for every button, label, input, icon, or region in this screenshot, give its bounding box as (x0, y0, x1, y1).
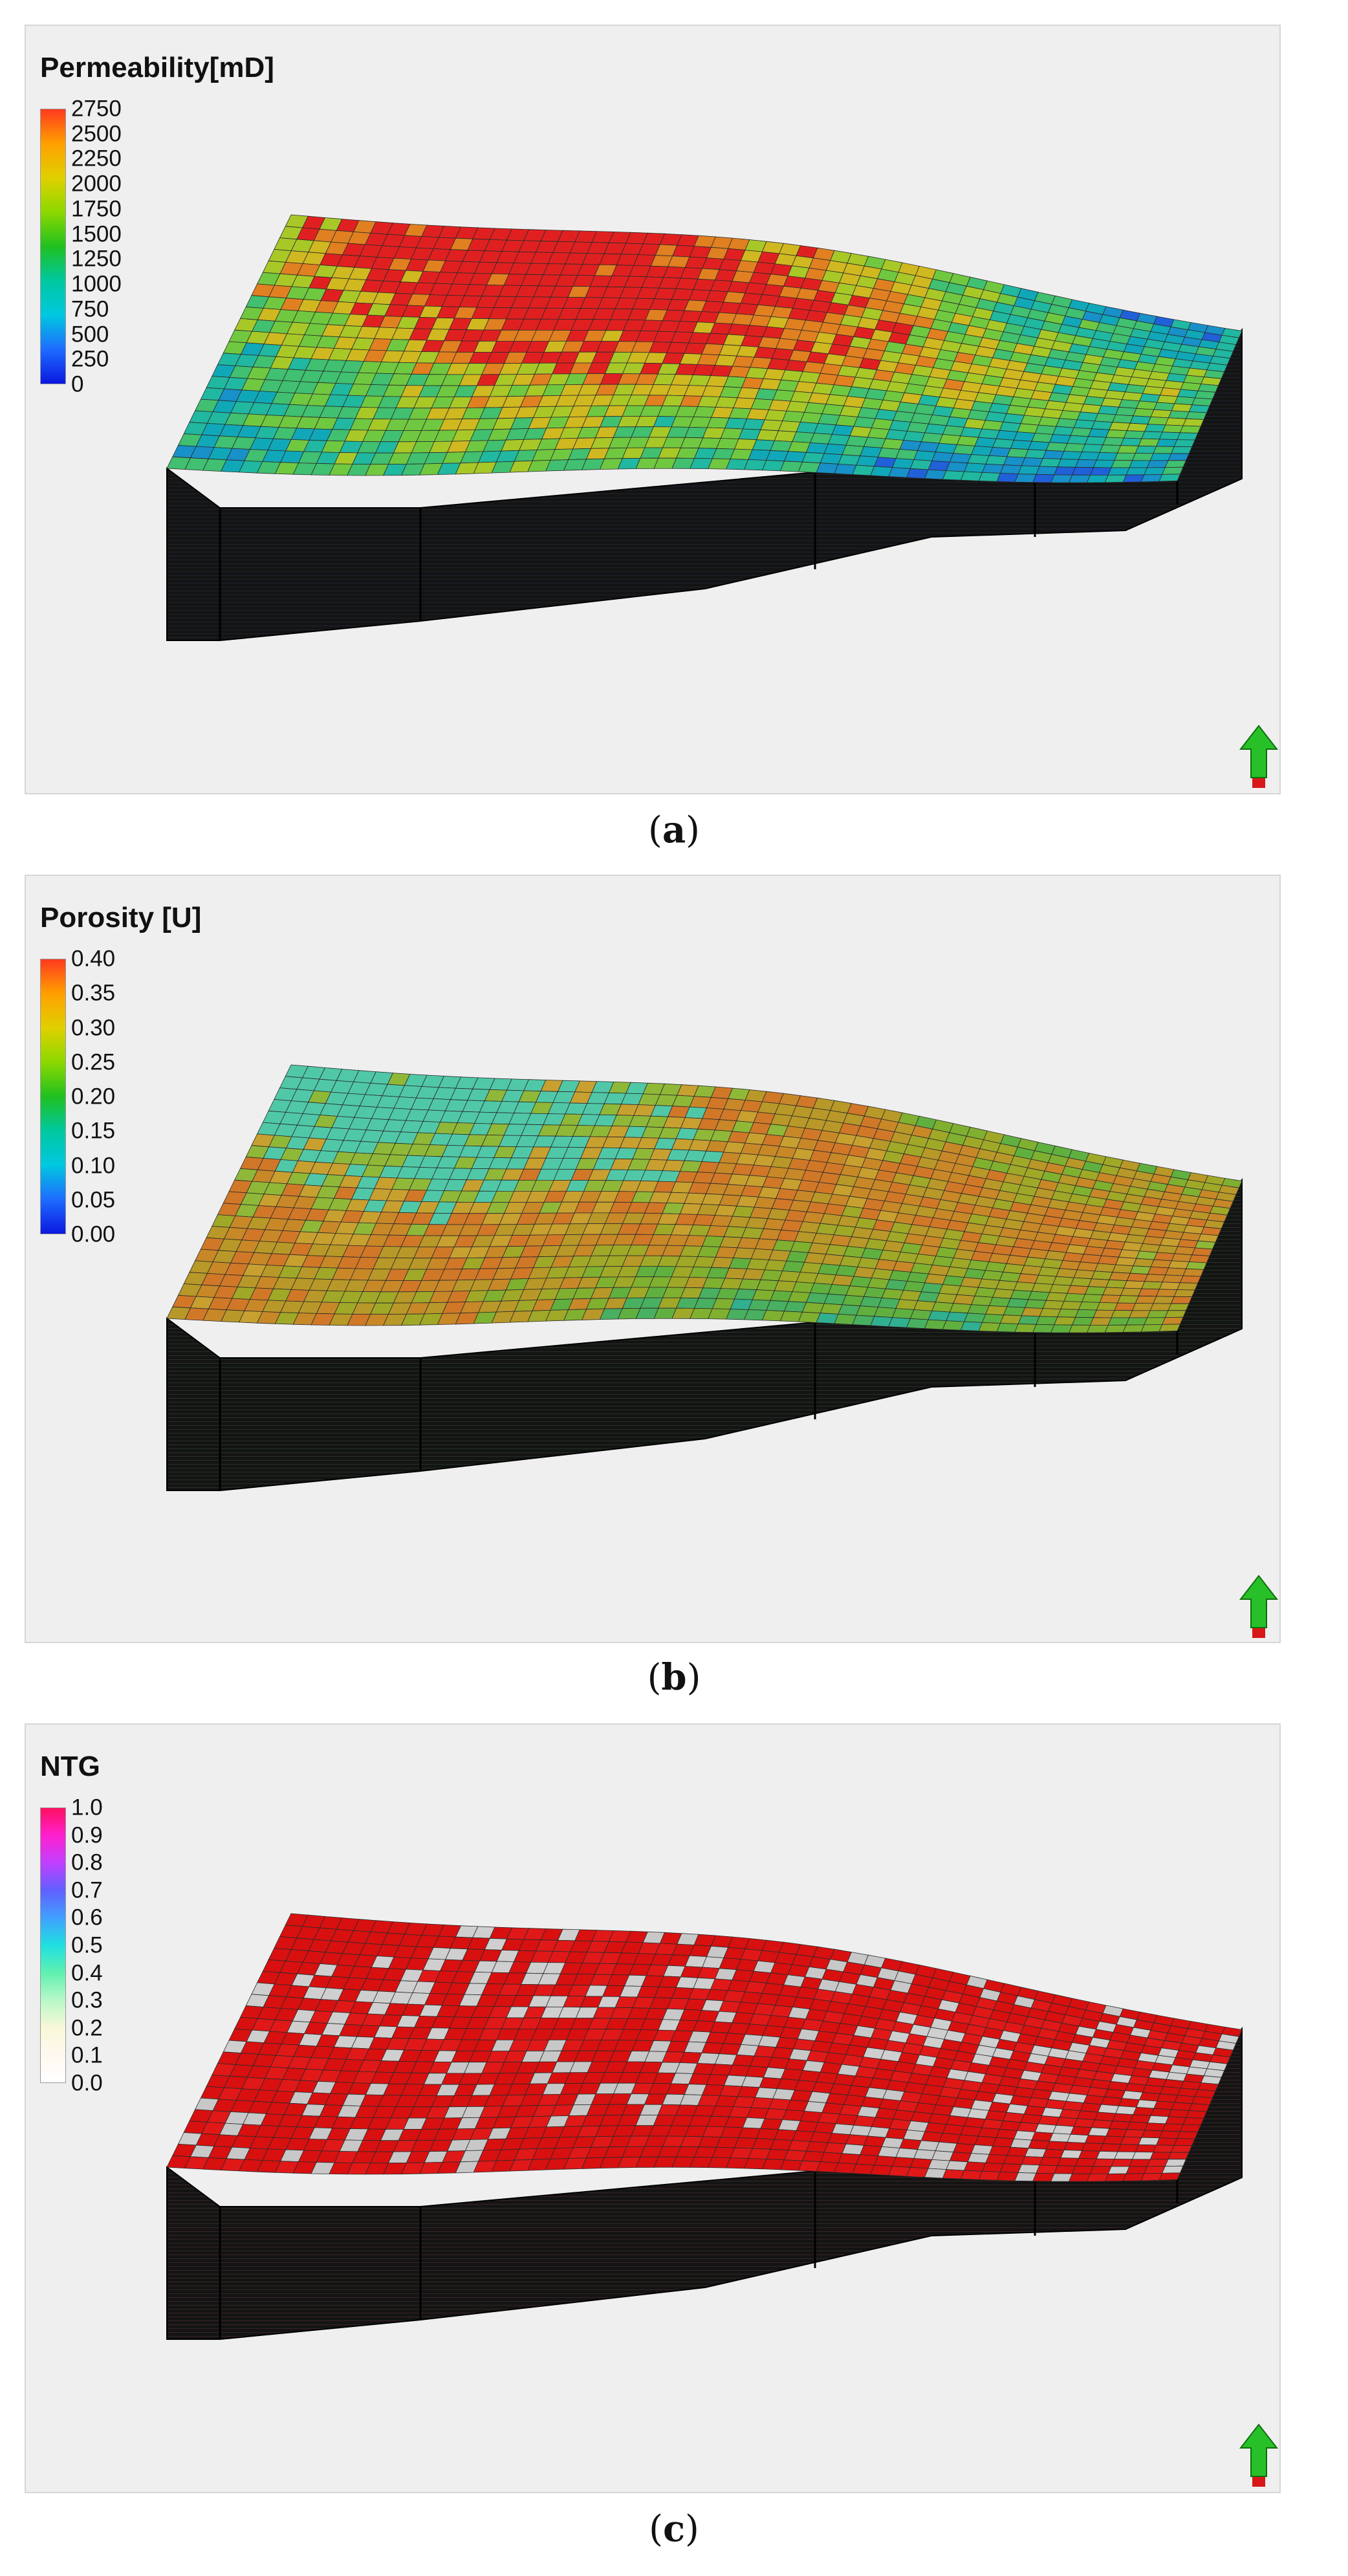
top-surface-grid (166, 1913, 1243, 2182)
legend-title: Permeability[mD] (40, 52, 274, 83)
colorbar-tick-label: 500 (71, 322, 109, 347)
colorbar-tick-label: 0.15 (71, 1118, 116, 1144)
reservoir-model-3d (166, 214, 1243, 641)
colorbar-tick-label: 0.6 (71, 1905, 103, 1930)
colorbar-tick-label: 0.7 (71, 1877, 103, 1903)
colorbar-tick-label: 0.40 (71, 946, 116, 972)
reservoir-model-3d (166, 1913, 1243, 2340)
colorbar-ticks: 1.0 0.9 0.8 0.7 0.6 0.5 0.4 0.3 0.2 0.1 0.0 (71, 1796, 175, 2095)
legend-title: Porosity [U] (40, 902, 202, 933)
top-surface-grid (166, 214, 1243, 483)
colorbar-tick-label: 2500 (71, 121, 122, 147)
colorbar-ticks: 2750 2500 2250 2000 1750 1500 1250 1000 750 500 25… (71, 98, 175, 396)
colorbar-tick-label: 0.30 (71, 1015, 116, 1040)
panel-ntg: NTG 1.0 0.9 0.8 0.7 0.6 0.5 0.4 0.3 0.2 0.1 0.0 (25, 1723, 1281, 2493)
colorbar-tick-label: 0.10 (71, 1153, 116, 1178)
colorbar-tick-label: 2750 (71, 96, 122, 122)
colorbar-tick-label: 1750 (71, 196, 122, 222)
colorbar-tick-label: 0.3 (71, 1987, 103, 2013)
colorbar (40, 959, 66, 1234)
colorbar (40, 109, 66, 384)
colorbar-tick-label: 0.5 (71, 1932, 103, 1958)
caption-a: (a) (647, 809, 700, 851)
colorbar-ticks: 0.40 0.35 0.30 0.25 0.20 0.15 0.10 0.05 0.00 (71, 948, 175, 1246)
colorbar-tick-label: 1.0 (71, 1795, 103, 1820)
colorbar-tick-label: 2000 (71, 171, 122, 197)
colorbar-tick-label: 0.05 (71, 1187, 116, 1213)
colorbar-tick-label: 0.8 (71, 1850, 103, 1875)
north-arrow-icon (1239, 725, 1278, 788)
colorbar-tick-label: 0.4 (71, 1960, 103, 1986)
colorbar-tick-label: 0.0 (71, 2070, 103, 2096)
colorbar-tick-label: 0.9 (71, 1822, 103, 1848)
north-arrow-icon (1239, 1575, 1278, 1638)
colorbar-tick-label: 0 (71, 371, 84, 397)
colorbar (40, 1807, 66, 2083)
colorbar-tick-label: 0.35 (71, 980, 116, 1006)
colorbar-tick-label: 1000 (71, 271, 122, 297)
caption-b: (b) (647, 1656, 701, 1699)
caption-c: (c) (649, 2507, 699, 2550)
colorbar-tick-label: 0.2 (71, 2015, 103, 2041)
colorbar-tick-label: 1250 (71, 246, 122, 272)
legend-title: NTG (40, 1751, 100, 1782)
colorbar-tick-label: 0.1 (71, 2042, 103, 2068)
colorbar-tick-label: 0.00 (71, 1221, 116, 1247)
reservoir-model-3d (166, 1064, 1243, 1491)
north-arrow-icon (1239, 2423, 1278, 2487)
colorbar-tick-label: 1500 (71, 221, 122, 247)
colorbar-tick-label: 2250 (71, 146, 122, 171)
panel-porosity: Porosity [U] 0.40 0.35 0.30 0.25 0.20 0.15 0.1… (25, 875, 1281, 1643)
colorbar-tick-label: 250 (71, 346, 109, 372)
panel-permeability: Permeability[mD] 2750 2500 2250 2000 1750 150… (25, 25, 1281, 794)
top-surface-grid (166, 1064, 1243, 1333)
colorbar-tick-label: 0.20 (71, 1084, 116, 1109)
colorbar-tick-label: 0.25 (71, 1049, 116, 1075)
colorbar-tick-label: 750 (71, 296, 109, 322)
